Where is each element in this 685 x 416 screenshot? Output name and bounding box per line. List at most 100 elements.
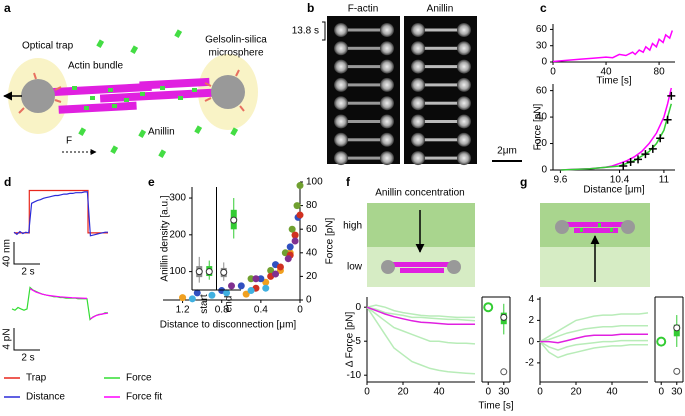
y-tick-label: 20 [306,271,318,282]
label: Optical trap [22,41,74,52]
series-line [539,324,648,343]
series-line [540,333,648,344]
x-tick-label: 0 [550,67,556,78]
series-line [366,306,476,375]
bead [457,151,471,166]
bead [457,77,471,92]
scatter-point [284,255,292,263]
y-tick-label: 30 [536,40,548,51]
x-tick-label: 0.4 [254,305,268,316]
series-line [366,306,476,345]
series-line [366,306,476,322]
x-tick-label: 40 [433,387,445,398]
legend-label: Trap [26,373,47,384]
y-axis-label: Anillin density [a.u.] [160,195,171,281]
bead [380,132,394,147]
scatter-point [208,291,216,299]
legend-label: Force [126,373,152,384]
channel-label: Anillin [427,4,454,15]
series-line [13,191,108,237]
channel-label: F-actin [348,4,379,15]
panel-label: g [520,175,527,189]
outlier [673,367,681,375]
panel-label: e [148,175,155,189]
median [195,268,203,276]
y-tick-label: 0 [541,57,547,68]
scatter-point [276,263,284,271]
bead [411,23,425,37]
bead [334,23,348,37]
y-tick-label: 300 [169,193,186,204]
x-tick-label: 40 [606,387,618,398]
scale-label: 40 nm [2,239,13,267]
scatter-point [247,275,255,283]
y-axis-label: Δ Force [pN] [345,311,356,367]
bead [334,114,348,129]
y-tick-label: 100 [306,177,323,188]
legend-label: Distance [26,392,65,403]
scatter-point [179,294,187,302]
label: microsphere [208,48,263,59]
scatter-point [262,278,270,286]
scale-bar [13,242,40,265]
scale-label: 4 pN [2,328,13,349]
cross-point [656,134,665,143]
bead [380,77,394,92]
bead [457,114,471,129]
scatter-point [296,211,304,219]
series-line [14,189,108,234]
bead [457,23,471,37]
y-tick-label: -10 [347,370,362,381]
y-tick-label: 60 [536,85,548,96]
y-tick-label: 4 [528,294,534,305]
x-axis-label: Time [s] [596,76,631,87]
x-tick-label: 30 [671,387,683,398]
bead [411,132,425,147]
x-tick-label: 30 [498,387,510,398]
bundle [343,138,385,142]
scale-label: 2μm [497,146,517,157]
y-tick-label: 200 [169,229,186,240]
median [500,313,508,321]
y-tick-label: 20 [536,138,548,149]
bead [411,41,425,56]
bundle [343,46,385,50]
median [205,268,213,276]
interval-label: 13.8 s [292,26,319,37]
y-tick-label: 60 [306,224,318,235]
cross-point [634,155,643,164]
category-label: start [199,294,210,314]
x-tick-label: 9.6 [553,175,567,186]
interval-bracket [322,21,326,41]
y-tick-label: 40 [536,112,548,123]
bead [457,59,471,74]
scatter-point [296,182,304,190]
label: F [66,136,72,147]
median [673,324,681,332]
scatter-point [267,267,275,274]
scatter-point [272,270,280,278]
scatter-point [247,287,255,295]
bead [457,41,471,56]
x-tick-label: 0 [658,387,664,398]
scatter-point [291,231,299,239]
bundle [343,120,385,123]
y-tick-label: 60 [536,24,548,35]
y-tick-label: 0 [355,302,361,313]
bundle [420,65,462,69]
bundle [420,156,462,160]
cross-point [648,144,657,153]
x-tick-label: 10.4 [610,175,630,186]
bead [334,96,348,111]
series-line [366,306,475,325]
scatter-point [242,290,250,298]
x-axis-label: Time [s] [478,401,513,412]
bead [334,151,348,166]
panel-label: b [307,1,314,15]
x-tick-label: 20 [397,387,409,398]
zone-label: high [343,221,362,232]
label: Anillin [148,127,175,138]
zone-label: low [347,262,363,273]
bead [334,41,348,56]
x-tick-label: 20 [570,387,582,398]
